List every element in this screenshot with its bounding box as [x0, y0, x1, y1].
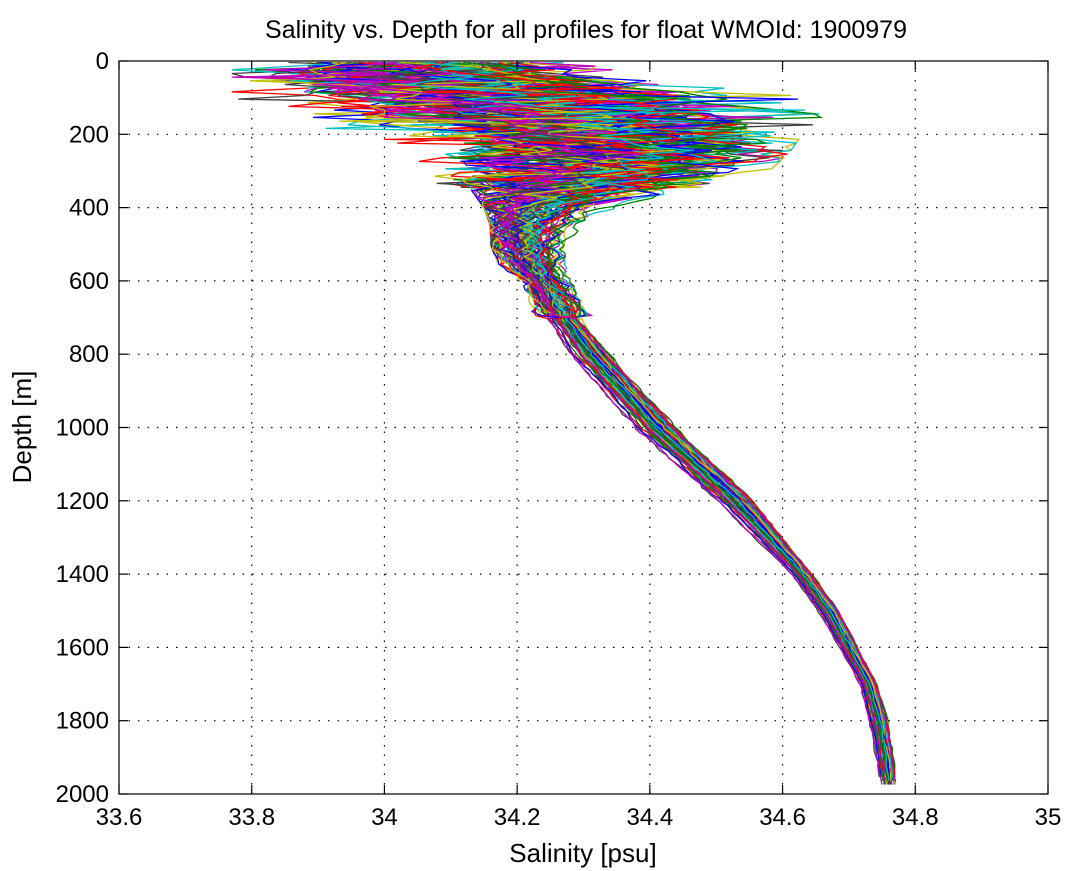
y-tick-label: 1800 [56, 708, 109, 735]
y-tick-label: 400 [69, 195, 109, 222]
y-tick-label: 1200 [56, 488, 109, 515]
y-tick-label: 1600 [56, 634, 109, 661]
x-tick-label: 33.8 [228, 804, 275, 831]
profile-line [264, 61, 883, 785]
profile-line [371, 61, 889, 781]
y-tick-label: 200 [69, 121, 109, 148]
y-tick-label: 1000 [56, 415, 109, 442]
y-tick-label: 600 [69, 268, 109, 295]
profile-line [339, 61, 892, 781]
y-tick-label: 800 [69, 341, 109, 368]
y-tick-label: 1400 [56, 561, 109, 588]
x-axis-label: Salinity [psu] [509, 838, 656, 868]
y-tick-label: 0 [96, 48, 109, 75]
x-tick-label: 35 [1035, 804, 1062, 831]
chart-title: Salinity vs. Depth for all profiles for … [265, 16, 907, 44]
x-tick-labels: 33.6 33.8 34 34.2 34.4 34.6 34.8 35 [96, 804, 1062, 831]
y-axis-label: Depth [m] [7, 371, 37, 484]
profile-line [406, 61, 890, 781]
x-tick-label: 34.6 [759, 804, 806, 831]
profile-line [465, 61, 885, 785]
profile-line [421, 61, 896, 782]
x-tick-label: 34.4 [626, 804, 673, 831]
x-tick-label: 33.6 [96, 804, 143, 831]
x-tick-label: 34.2 [494, 804, 541, 831]
x-tick-label: 34.8 [892, 804, 939, 831]
x-tick-label: 34 [371, 804, 398, 831]
profile-line [312, 61, 895, 781]
axis-ticks [118, 60, 1049, 795]
y-tick-labels: 0 200 400 600 800 1000 1200 1400 1600 1800 2000 [56, 48, 109, 808]
y-tick-label: 2000 [56, 781, 109, 808]
profile-lines [231, 61, 897, 785]
profile-line [231, 61, 885, 781]
